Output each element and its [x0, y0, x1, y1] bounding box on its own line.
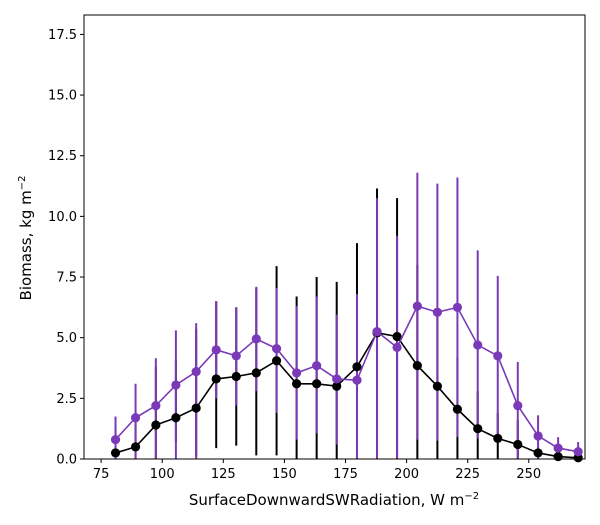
- x-axis-label-exponent: −2: [464, 491, 479, 502]
- series-2-point: [553, 443, 563, 453]
- series-1-point: [312, 379, 322, 389]
- series-1-point: [171, 413, 181, 423]
- series-2-point: [191, 367, 201, 377]
- series-2-point: [513, 401, 523, 411]
- series-1-point: [432, 381, 442, 391]
- series-2-point: [473, 340, 483, 350]
- x-tick-label: 150: [272, 467, 297, 482]
- series-2-point: [432, 307, 442, 317]
- y-tick-label: 0.0: [56, 453, 77, 468]
- series-1-point: [553, 451, 563, 462]
- axes: 75 100 125 150 175 200 225 250 0.0 2.5 5.0 7.5 10.0 1…: [48, 14, 586, 482]
- y-tick-label: 5.0: [56, 331, 77, 346]
- x-tick-label: 125: [211, 467, 236, 482]
- series-2-point: [151, 401, 161, 411]
- y-tick-label: 12.5: [48, 149, 77, 164]
- x-tick-label: 75: [93, 467, 110, 482]
- series-1-point: [251, 368, 261, 378]
- series-1-point: [231, 371, 241, 382]
- y-tick-label: 17.5: [48, 28, 77, 43]
- y-axis-label-exponent: −2: [17, 176, 28, 191]
- series-1-point: [352, 362, 362, 372]
- series-1-point: [332, 381, 342, 391]
- x-tick-label: 100: [150, 467, 175, 482]
- plot-frame: [83, 14, 586, 460]
- series-1-point: [412, 360, 422, 371]
- series-2-point: [392, 342, 402, 352]
- series-1-point: [151, 420, 161, 430]
- series-2-point: [412, 301, 422, 311]
- x-tick-label: 175: [333, 467, 358, 482]
- series-1-point: [392, 331, 402, 342]
- x-tick-label: 225: [455, 467, 480, 482]
- series-1-point: [271, 356, 282, 366]
- series-2-point: [352, 375, 362, 385]
- series-2-point: [292, 368, 302, 378]
- series-2-point: [251, 334, 261, 344]
- series-2-point: [533, 431, 543, 441]
- series-1-point: [493, 433, 503, 443]
- series-2-point: [312, 360, 322, 371]
- series-1-point: [452, 404, 463, 414]
- x-tick-label: 200: [394, 467, 419, 482]
- series-1-point: [533, 448, 543, 458]
- series-1-point: [292, 379, 302, 389]
- x-tick-label: 250: [516, 467, 541, 482]
- series-1-point: [211, 374, 221, 384]
- y-tick-label: 7.5: [56, 271, 77, 286]
- series-2-point: [573, 447, 583, 457]
- series-1-line: [115, 331, 579, 459]
- series-2-point: [110, 434, 121, 445]
- series-1-point: [130, 442, 141, 452]
- series-1-point: [110, 448, 121, 458]
- y-tick-label: 2.5: [56, 392, 77, 407]
- series-2-point: [452, 302, 463, 312]
- x-axis-label: SurfaceDownwardSWRadiation, W m−2: [189, 491, 479, 509]
- y-axis-label: Biomass, kg m−2: [17, 176, 35, 301]
- series-1-point: [191, 403, 201, 413]
- y-tick-label: 15.0: [48, 89, 77, 104]
- series-1-point: [513, 439, 523, 450]
- series-2-point: [211, 345, 221, 355]
- series-2-point: [332, 374, 342, 384]
- series-2-line: [114, 305, 579, 453]
- series-1-point: [473, 424, 483, 434]
- series-2-point: [493, 351, 503, 361]
- series-2-point: [171, 380, 181, 390]
- plot-area: [110, 172, 583, 463]
- series-2-point: [231, 351, 241, 361]
- y-tick-label: 10.0: [48, 210, 77, 225]
- series-2-point: [372, 327, 382, 337]
- series-2-point: [130, 413, 141, 423]
- series-2-point: [271, 344, 282, 354]
